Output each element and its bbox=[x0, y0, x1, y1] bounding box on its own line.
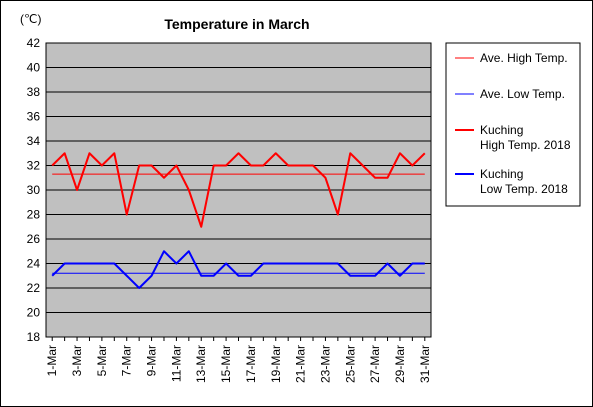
series-lines bbox=[51, 152, 426, 289]
x-tick-label: 5-Mar bbox=[95, 345, 109, 376]
y-tick-label: 20 bbox=[27, 306, 41, 320]
grid-lines bbox=[46, 67, 431, 313]
x-tick-label: 7-Mar bbox=[120, 345, 134, 376]
y-tick-label: 24 bbox=[27, 257, 41, 271]
legend-label: Kuching Low Temp. 2018 bbox=[480, 167, 568, 196]
legend-label: Ave. Low Temp. bbox=[480, 87, 565, 101]
x-tick-label: 25-Mar bbox=[343, 345, 357, 383]
y-tick-label: 30 bbox=[27, 183, 41, 197]
legend-label: Kuching High Temp. 2018 bbox=[480, 123, 571, 152]
x-tick-label: 9-Mar bbox=[145, 345, 159, 376]
legend-label: Ave. High Temp. bbox=[480, 51, 568, 65]
y-tick-label: 28 bbox=[27, 208, 41, 222]
y-tick-label: 26 bbox=[27, 232, 41, 246]
y-unit-label: (℃) bbox=[20, 12, 41, 26]
y-tick-label: 42 bbox=[27, 36, 41, 50]
y-tick-label: 32 bbox=[27, 159, 41, 173]
x-tick-label: 21-Mar bbox=[294, 345, 308, 383]
x-tick-label: 19-Mar bbox=[269, 345, 283, 383]
y-tick-label: 22 bbox=[27, 281, 41, 295]
legend-entries: Ave. High Temp. Ave. Low Temp. Kuching High… bbox=[455, 51, 571, 196]
x-tick-label: 27-Mar bbox=[368, 345, 382, 383]
series-line bbox=[51, 152, 426, 228]
x-tick-label: 29-Mar bbox=[393, 345, 407, 383]
x-tick-label: 1-Mar bbox=[45, 345, 59, 376]
series-line bbox=[51, 250, 425, 289]
y-tick-label: 40 bbox=[27, 61, 41, 75]
x-tick-label: 31-Mar bbox=[418, 345, 432, 383]
x-tick-label: 23-Mar bbox=[318, 345, 332, 383]
x-tick-label: 3-Mar bbox=[70, 345, 84, 376]
y-tick-label: 36 bbox=[27, 110, 41, 124]
x-tick-label: 15-Mar bbox=[219, 345, 233, 383]
y-axis: 18 20 22 24 26 28 30 32 34 36 38 40 42 bbox=[27, 36, 41, 344]
x-axis: 1-Mar 3-Mar 5-Mar 7-Mar 9-Mar 11-Mar 13-Mar 15-… bbox=[45, 337, 432, 383]
y-tick-label: 38 bbox=[27, 85, 41, 99]
x-tick-label: 17-Mar bbox=[244, 345, 258, 383]
y-tick-label: 34 bbox=[27, 134, 41, 148]
y-tick-label: 18 bbox=[27, 330, 41, 344]
x-tick-label: 11-Mar bbox=[169, 345, 183, 382]
chart-title: Temperature in March bbox=[164, 16, 309, 32]
legend bbox=[445, 42, 581, 207]
x-tick-label: 13-Mar bbox=[194, 345, 208, 383]
